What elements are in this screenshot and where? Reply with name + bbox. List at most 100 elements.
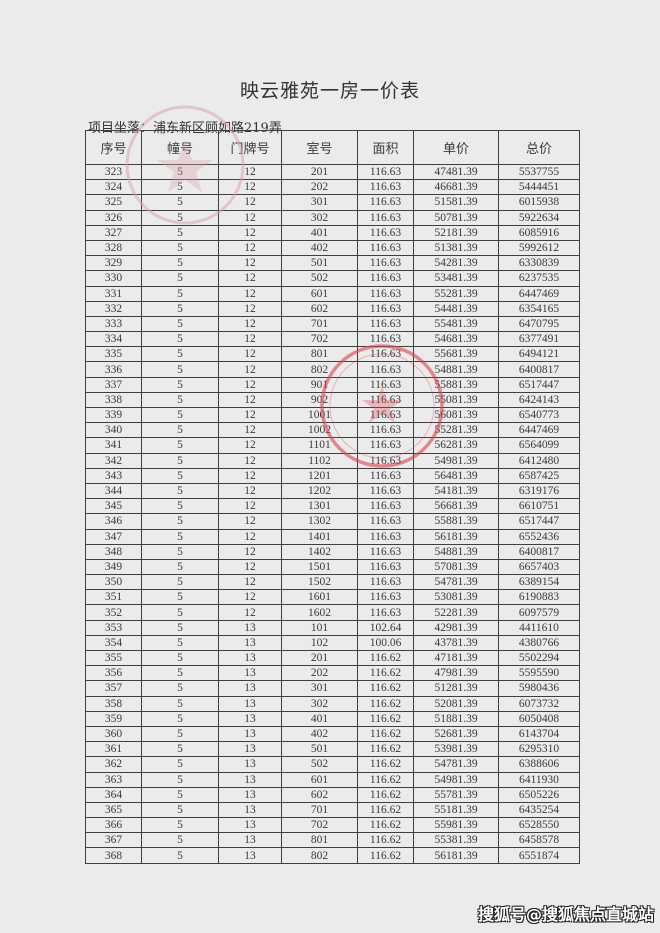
cell-room: 1101 xyxy=(281,437,358,454)
cell-area: 116.63 xyxy=(357,315,414,333)
header-room: 室号 xyxy=(281,130,358,165)
cell-area: 116.62 xyxy=(357,649,414,667)
cell-door-number: 12 xyxy=(218,482,282,500)
cell-index: 347 xyxy=(85,528,142,545)
table-row: 351 5 12 1601 116.63 53081.39 6190883 xyxy=(85,589,580,606)
cell-total-price: 6517447 xyxy=(498,376,580,393)
cell-index: 346 xyxy=(85,513,142,530)
cell-area: 116.62 xyxy=(357,680,414,697)
table-row: 366 5 13 702 116.62 55981.39 6528550 xyxy=(85,817,580,834)
table-row: 361 5 13 501 116.62 53981.39 6295310 xyxy=(85,741,580,758)
cell-total-price: 6564099 xyxy=(498,437,580,454)
cell-unit-price: 47981.39 xyxy=(413,665,499,682)
cell-area: 116.62 xyxy=(357,725,414,743)
cell-room: 302 xyxy=(281,695,358,712)
cell-building: 5 xyxy=(141,437,219,454)
cell-total-price: 6470795 xyxy=(498,315,580,333)
cell-door-number: 12 xyxy=(218,376,282,393)
cell-index: 323 xyxy=(85,163,142,181)
cell-unit-price: 46681.39 xyxy=(413,179,499,196)
cell-door-number: 12 xyxy=(218,452,282,469)
cell-area: 116.63 xyxy=(357,437,414,454)
cell-index: 325 xyxy=(85,194,142,211)
cell-unit-price: 56181.39 xyxy=(413,528,499,545)
cell-total-price: 6295310 xyxy=(498,741,580,758)
cell-unit-price: 56081.39 xyxy=(413,406,499,424)
cell-door-number: 12 xyxy=(218,558,282,576)
cell-area: 116.63 xyxy=(357,376,414,393)
table-row: 362 5 13 502 116.62 54781.39 6388606 xyxy=(85,756,580,773)
cell-area: 116.63 xyxy=(357,558,414,576)
cell-area: 116.63 xyxy=(357,331,414,348)
cell-building: 5 xyxy=(141,239,219,257)
cell-unit-price: 55781.39 xyxy=(413,786,499,803)
cell-building: 5 xyxy=(141,604,219,621)
cell-door-number: 12 xyxy=(218,604,282,621)
table-row: 357 5 13 301 116.62 51281.39 5980436 xyxy=(85,680,580,697)
cell-room: 402 xyxy=(281,239,358,257)
cell-index: 329 xyxy=(85,255,142,272)
cell-index: 358 xyxy=(85,695,142,712)
cell-door-number: 12 xyxy=(218,315,282,333)
cell-area: 116.63 xyxy=(357,467,414,484)
cell-building: 5 xyxy=(141,224,219,241)
cell-building: 5 xyxy=(141,422,219,439)
cell-room: 701 xyxy=(281,801,358,819)
cell-door-number: 13 xyxy=(218,786,282,803)
cell-total-price: 6354165 xyxy=(498,300,580,317)
cell-unit-price: 42981.39 xyxy=(413,619,499,636)
cell-door-number: 12 xyxy=(218,179,282,196)
table-row: 341 5 12 1101 116.63 56281.39 6564099 xyxy=(85,437,580,454)
cell-door-number: 13 xyxy=(218,847,282,864)
cell-door-number: 13 xyxy=(218,649,282,667)
cell-door-number: 13 xyxy=(218,756,282,773)
cell-room: 501 xyxy=(281,741,358,758)
table-row: 367 5 13 801 116.62 55381.39 6458578 xyxy=(85,832,580,849)
cell-room: 601 xyxy=(281,285,358,302)
cell-building: 5 xyxy=(141,361,219,378)
cell-total-price: 6073732 xyxy=(498,695,580,712)
cell-building: 5 xyxy=(141,285,219,302)
cell-building: 5 xyxy=(141,179,219,196)
cell-door-number: 12 xyxy=(218,543,282,560)
page-title: 映云雅苑一房一价表 xyxy=(239,80,420,102)
cell-building: 5 xyxy=(141,163,219,181)
table-row: 343 5 12 1201 116.63 56481.39 6587425 xyxy=(85,467,580,484)
cell-index: 361 xyxy=(85,741,142,758)
cell-room: 201 xyxy=(281,163,358,181)
table-row: 365 5 13 701 116.62 55181.39 6435254 xyxy=(85,801,580,819)
table-row: 353 5 13 101 102.64 42981.39 4411610 xyxy=(85,619,580,636)
table-row: 333 5 12 701 116.63 55481.39 6470795 xyxy=(85,315,580,333)
price-table: 序号 幢号 门牌号 室号 面积 单价 总价 323 5 12 201 116.63 474… xyxy=(85,130,580,864)
cell-door-number: 13 xyxy=(218,680,282,697)
cell-index: 338 xyxy=(85,391,142,409)
cell-room: 1202 xyxy=(281,482,358,500)
table-row: 363 5 13 601 116.62 54981.39 6411930 xyxy=(85,771,580,788)
cell-unit-price: 52081.39 xyxy=(413,695,499,712)
cell-area: 116.63 xyxy=(357,513,414,530)
cell-building: 5 xyxy=(141,331,219,348)
cell-door-number: 12 xyxy=(218,194,282,211)
cell-building: 5 xyxy=(141,194,219,211)
cell-total-price: 6097579 xyxy=(498,604,580,621)
cell-door-number: 12 xyxy=(218,437,282,454)
cell-room: 301 xyxy=(281,194,358,211)
cell-door-number: 12 xyxy=(218,224,282,241)
header-building: 幢号 xyxy=(141,130,219,165)
cell-index: 348 xyxy=(85,543,142,560)
cell-door-number: 12 xyxy=(218,498,282,515)
cell-index: 324 xyxy=(85,179,142,196)
cell-room: 702 xyxy=(281,817,358,834)
cell-door-number: 12 xyxy=(218,467,282,484)
cell-unit-price: 53981.39 xyxy=(413,741,499,758)
cell-total-price: 6447469 xyxy=(498,422,580,439)
cell-building: 5 xyxy=(141,406,219,424)
cell-area: 116.63 xyxy=(357,270,414,287)
table-body: 323 5 12 201 116.63 47481.39 5537755 324 5 12 202 1… xyxy=(85,163,580,864)
cell-area: 116.63 xyxy=(357,239,414,257)
cell-room: 502 xyxy=(281,756,358,773)
cell-total-price: 6400817 xyxy=(498,543,580,560)
cell-index: 340 xyxy=(85,422,142,439)
cell-building: 5 xyxy=(141,300,219,317)
cell-door-number: 12 xyxy=(218,528,282,545)
